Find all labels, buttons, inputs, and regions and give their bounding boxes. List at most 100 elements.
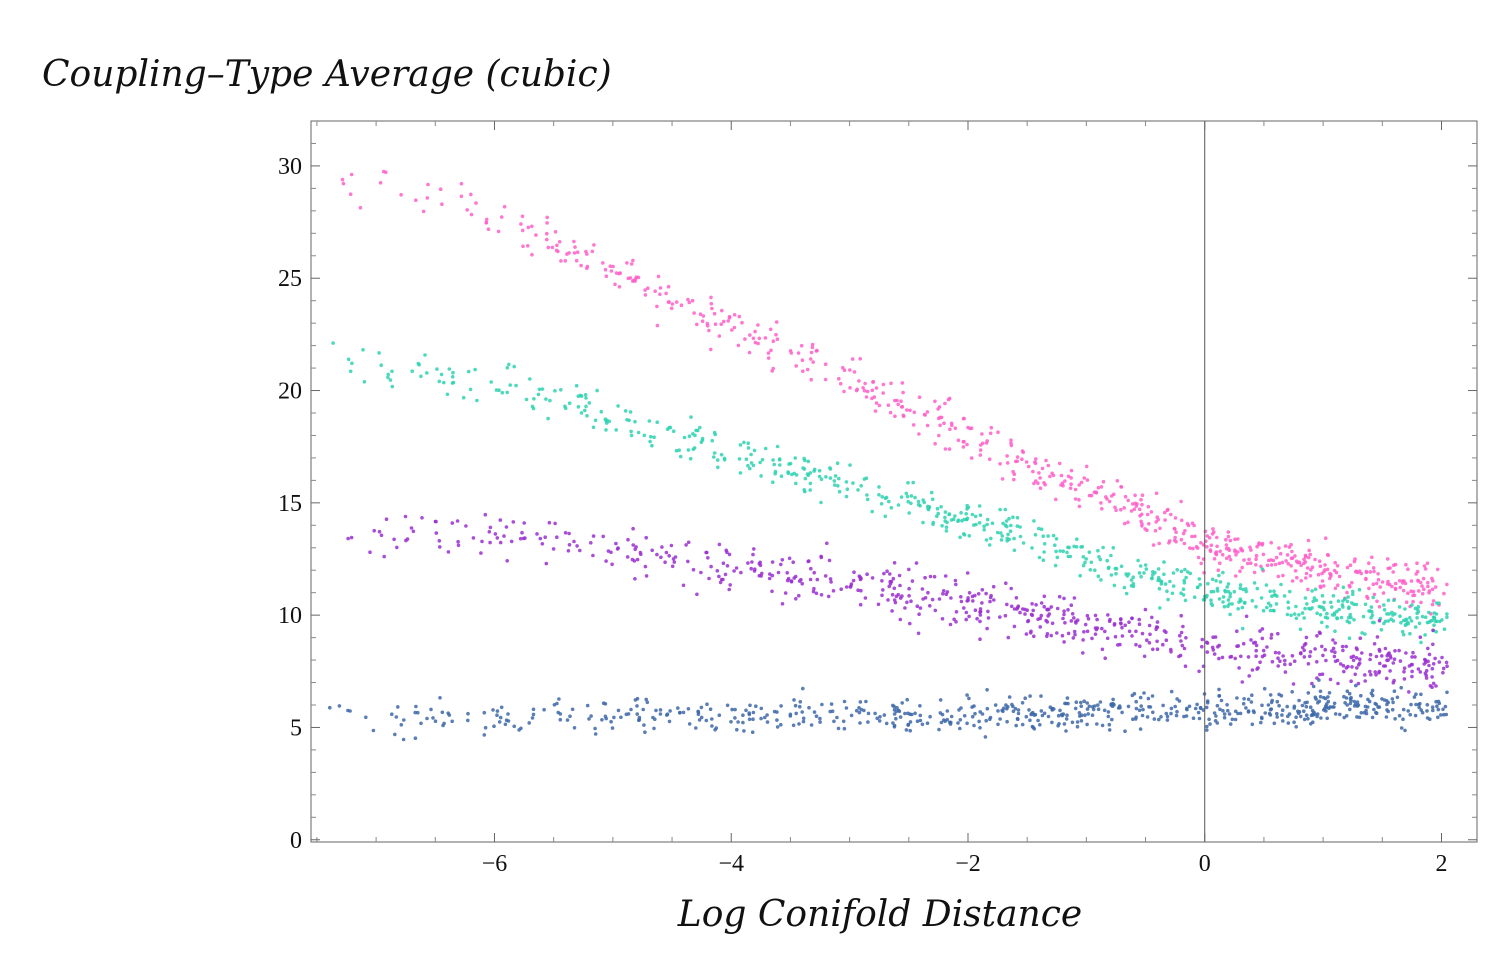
data-point [585,252,589,256]
data-point [865,497,870,502]
data-point [553,230,558,234]
data-point [1415,607,1420,612]
series-2-points [331,341,1449,645]
data-point [377,529,382,534]
data-point [1332,611,1337,615]
data-point [514,383,518,388]
data-point [965,599,969,603]
data-point [889,506,894,510]
data-point [1218,561,1222,565]
data-point [1338,712,1342,717]
data-point [411,529,416,534]
data-point [1009,523,1013,528]
data-point [1337,607,1341,612]
data-point [1262,686,1267,691]
data-point [751,552,755,557]
data-point [346,536,350,541]
data-point [907,594,911,598]
data-point [1310,606,1314,610]
data-point [1025,608,1029,612]
data-point [1171,584,1176,588]
data-point [842,699,847,704]
data-point [1398,614,1402,618]
data-point [866,720,870,724]
data-point [1441,670,1445,675]
data-point [1083,622,1088,627]
data-point [720,308,724,313]
data-point [892,712,897,716]
data-point [1275,699,1280,704]
data-point [1015,515,1020,520]
data-point [721,561,726,565]
data-point [1408,616,1412,620]
data-point [1077,504,1082,509]
data-point [1018,610,1022,615]
data-point [538,536,543,541]
data-point [504,525,509,529]
data-point [1420,584,1424,588]
data-point [1352,704,1357,708]
data-point [1026,464,1031,469]
data-point [1163,582,1168,586]
data-point [819,477,824,482]
data-point [1289,542,1293,547]
data-point [1150,694,1155,698]
data-point [1003,507,1008,512]
data-point [1399,685,1403,690]
data-point [780,602,785,606]
data-point [1082,699,1086,703]
data-point [766,356,771,360]
data-point [878,715,882,719]
data-point [877,403,882,408]
data-point [1183,664,1188,668]
data-point [1291,682,1296,686]
data-point [1333,650,1337,654]
data-point [788,712,793,717]
data-point [1415,561,1419,565]
data-point [751,463,756,468]
data-point [1318,672,1322,677]
data-point [687,722,692,726]
data-point [1216,568,1221,572]
data-point [1096,486,1101,490]
data-point [1052,707,1056,711]
data-point [666,284,671,289]
data-point [793,703,798,708]
data-point [1350,601,1354,605]
data-point [1238,583,1243,587]
data-point [1131,581,1136,586]
data-point [767,576,772,581]
data-point [526,225,531,230]
data-point [378,181,383,185]
data-point [1236,607,1240,611]
data-point [1294,715,1298,719]
data-point [1368,570,1373,574]
data-point [1066,701,1070,706]
data-point [1084,464,1089,469]
data-point [1195,546,1200,550]
data-point [483,725,488,730]
data-point [1333,629,1337,633]
data-point [1116,706,1121,710]
data-point [466,369,471,374]
data-point [709,347,713,352]
data-point [1147,623,1152,628]
data-point [1173,704,1177,709]
data-point [664,291,668,296]
data-point [456,539,460,544]
data-point [772,462,776,467]
data-point [928,604,932,608]
data-point [1042,542,1047,546]
data-point [1342,715,1346,720]
data-point [493,532,498,536]
data-point [1414,702,1418,707]
data-point [1113,634,1118,639]
data-point [1409,619,1414,623]
data-point [1217,597,1222,601]
data-point [1417,589,1421,593]
data-point [1335,564,1340,568]
data-point [1339,615,1344,620]
data-point [1065,713,1069,717]
data-point [1151,710,1155,715]
data-point [1006,532,1010,537]
